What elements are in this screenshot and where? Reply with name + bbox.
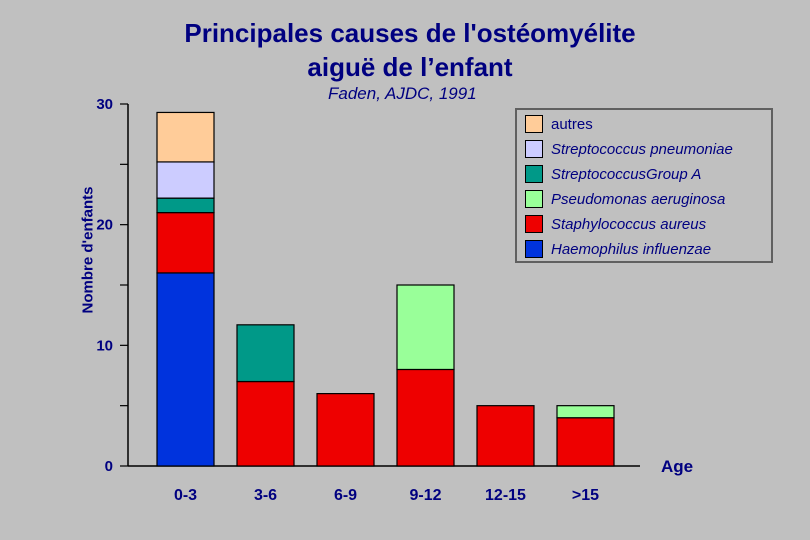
y-tick-label: 20 — [96, 217, 113, 234]
bar-segment — [316, 393, 375, 467]
legend-item: Pseudomonas aeruginosa — [525, 188, 725, 210]
legend-item: Haemophilus influenzae — [525, 238, 711, 260]
y-tick-label: 10 — [96, 337, 113, 354]
chart-title-line1: Principales causes de l'ostéomyélite — [184, 18, 636, 48]
x-tick-label: 12-15 — [485, 487, 526, 504]
legend-label: StreptococcusGroup A — [551, 165, 702, 183]
legend-item: autres — [525, 113, 593, 135]
legend-label: autres — [551, 115, 593, 133]
bar-segment — [156, 212, 215, 274]
legend-swatch — [525, 140, 543, 158]
bar-segment — [396, 368, 455, 467]
legend-swatch — [525, 115, 543, 133]
x-tick-label: 9-12 — [409, 487, 441, 504]
x-tick-label: 0-3 — [174, 487, 197, 504]
x-tick-label: 3-6 — [254, 487, 277, 504]
x-tick-label: 6-9 — [334, 487, 357, 504]
y-tick-label: 0 — [105, 458, 113, 475]
legend-label: Pseudomonas aeruginosa — [551, 190, 726, 208]
legend-item: Streptococcus pneumoniae — [525, 138, 733, 160]
bar-segment — [156, 197, 215, 214]
legend-swatch — [525, 165, 543, 183]
bar-segment — [236, 324, 295, 383]
legend-swatch — [525, 190, 543, 208]
chart-subtitle: Faden, AJDC, 1991 — [328, 84, 477, 103]
x-axis-label: Age — [661, 457, 694, 476]
legend-swatch — [525, 215, 543, 233]
bar-segment — [556, 417, 615, 467]
bar-segment — [156, 161, 215, 199]
bar-segment — [396, 284, 455, 371]
legend-item: Staphylococcus aureus — [525, 213, 706, 235]
x-tick-label: >15 — [572, 487, 599, 504]
y-tick-label: 30 — [96, 96, 113, 113]
legend-item: StreptococcusGroup A — [525, 163, 701, 185]
bar-segment — [476, 405, 535, 467]
bar-segment — [556, 405, 615, 419]
legend: autres Streptococcus pneumoniae Streptococ… — [515, 108, 773, 263]
legend-label: Streptococcus pneumoniae — [551, 140, 733, 158]
bar-segment — [156, 272, 215, 467]
legend-swatch — [525, 240, 543, 258]
bar-segment — [156, 111, 215, 163]
legend-label: Haemophilus influenzae — [551, 240, 712, 258]
legend-label: Staphylococcus aureus — [551, 215, 707, 233]
bar-segment — [236, 380, 295, 467]
chart-title-line2: aiguë de l’enfant — [307, 52, 513, 82]
